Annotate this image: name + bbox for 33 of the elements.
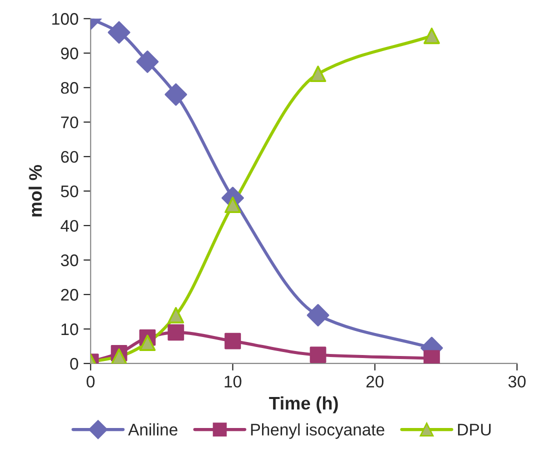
point bbox=[424, 28, 440, 44]
x-tick-label: 20 bbox=[366, 376, 384, 388]
y-axis-title: mol % bbox=[28, 164, 42, 216]
y-tick-label: 40 bbox=[60, 220, 78, 232]
x-tick-label: 10 bbox=[224, 376, 242, 388]
x-axis-title: Time (h) bbox=[269, 396, 338, 414]
y-tick-label: 90 bbox=[61, 48, 78, 60]
y-tick-label: 10 bbox=[62, 323, 78, 336]
y-tick-label: 60 bbox=[61, 150, 78, 163]
legend-label: Phenyl isocyanate bbox=[251, 423, 384, 439]
point bbox=[108, 21, 130, 44]
y-tick-label: 20 bbox=[61, 288, 78, 301]
y-tick-label: 30 bbox=[60, 254, 78, 266]
point bbox=[306, 304, 330, 326]
point bbox=[310, 66, 326, 82]
point bbox=[224, 196, 241, 214]
point bbox=[136, 50, 159, 73]
point bbox=[139, 334, 156, 351]
y-tick-label: 100 bbox=[52, 13, 78, 25]
point bbox=[168, 307, 184, 324]
point bbox=[310, 346, 326, 364]
y-tick-label: 70 bbox=[61, 116, 78, 128]
y-tick-label: 80 bbox=[60, 82, 78, 94]
point bbox=[110, 348, 128, 364]
point bbox=[164, 83, 188, 106]
point bbox=[224, 332, 241, 350]
x-tick-label: 30 bbox=[508, 376, 526, 388]
x-tick-label: 0 bbox=[86, 376, 95, 388]
y-tick-label: 50 bbox=[60, 185, 78, 198]
y-tick-label: 0 bbox=[70, 358, 78, 370]
point bbox=[168, 324, 184, 341]
legend-label: DPU bbox=[458, 424, 491, 436]
legend-label: Aniline bbox=[128, 423, 178, 436]
